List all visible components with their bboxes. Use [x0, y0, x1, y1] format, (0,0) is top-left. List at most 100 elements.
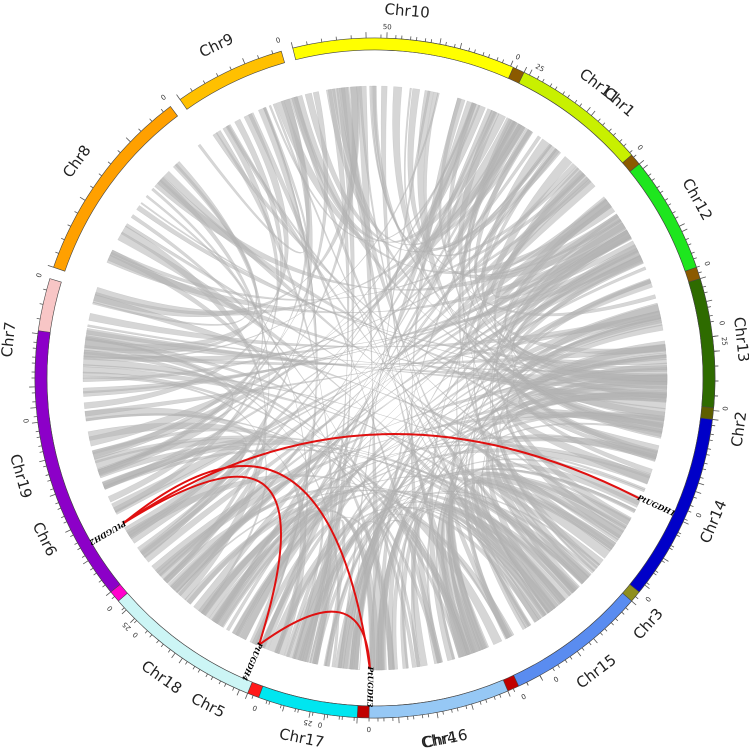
chromosome-label-chr8: Chr8 — [59, 142, 95, 181]
chromosome-label-chr19: Chr19 — [6, 452, 35, 500]
tick-mark — [133, 620, 137, 624]
chromosome-arc-chr14 — [629, 417, 713, 593]
tick-mark — [488, 54, 491, 58]
ugdh-duplication-links — [122, 433, 641, 670]
tick-mark — [574, 99, 578, 104]
tick-mark — [67, 224, 71, 227]
synteny-link — [163, 170, 615, 552]
synteny-link — [380, 85, 473, 656]
tick-mark — [232, 687, 235, 691]
tick-mark — [229, 66, 232, 71]
synteny-link — [514, 408, 664, 484]
chromosome-label-chr5: Chr5 — [188, 689, 228, 721]
tick-mark — [644, 584, 650, 589]
tick-mark — [210, 676, 214, 681]
tick-label: 0 — [251, 703, 258, 712]
tick-mark — [713, 410, 720, 412]
chromosome-arc-chr8 — [53, 106, 179, 272]
tick-mark — [36, 436, 41, 439]
tick-mark — [45, 474, 50, 476]
tick-mark — [297, 709, 299, 713]
tick-mark — [39, 451, 44, 453]
tick-mark — [79, 196, 86, 201]
chromosome-label-chr6: Chr6 — [29, 519, 61, 559]
tick-mark — [125, 137, 131, 143]
tick-mark — [702, 285, 707, 288]
tick-mark — [507, 690, 511, 697]
tick-mark — [642, 164, 648, 169]
synteny-links — [82, 85, 668, 671]
tick-mark — [512, 688, 516, 692]
gene-label-ptugdh4: PtUGDH4 — [240, 640, 265, 682]
tick-mark — [474, 49, 476, 53]
tick-mark — [610, 622, 614, 626]
tick-label: 0 — [635, 143, 644, 152]
tick-mark — [105, 591, 112, 597]
chromosome-ring — [34, 37, 716, 719]
tick-mark — [453, 43, 456, 48]
tick-mark — [700, 477, 704, 479]
tick-mark — [599, 632, 603, 636]
tick-mark — [588, 641, 592, 646]
tick-mark — [648, 173, 652, 177]
tick-mark — [536, 75, 540, 80]
tick-mark — [633, 154, 637, 158]
tick-mark — [670, 545, 675, 548]
synteny-link — [83, 92, 440, 360]
tick-mark — [178, 657, 183, 664]
tick-mark — [539, 675, 542, 679]
chromosome-label-chr15: Chr15 — [573, 651, 620, 693]
tick-mark — [90, 567, 94, 571]
tick-mark — [576, 651, 582, 657]
synteny-link — [291, 96, 540, 623]
synteny-link — [197, 106, 308, 254]
tick-mark — [93, 572, 97, 576]
chromosome-label-chr14: Chr14 — [696, 497, 730, 546]
tick-mark — [526, 682, 529, 686]
tick-mark — [682, 521, 689, 525]
tick-label: 25 — [720, 336, 729, 346]
tick-mark — [638, 159, 645, 165]
tick-mark — [130, 618, 135, 623]
tick-mark — [160, 108, 164, 113]
chromosome-label-chr9: Chr9 — [196, 30, 236, 62]
tick-mark — [74, 542, 78, 545]
tick-mark — [47, 264, 54, 268]
tick-mark — [98, 173, 102, 177]
tick-mark — [707, 306, 712, 308]
tick-mark — [663, 557, 669, 562]
tick-mark — [479, 701, 482, 705]
tick-mark — [294, 708, 297, 713]
synteny-link — [338, 87, 556, 614]
synteny-link — [219, 354, 667, 628]
tick-mark — [81, 555, 86, 558]
synteny-link — [127, 104, 486, 540]
tick-mark — [710, 320, 714, 323]
tick-mark — [687, 510, 692, 513]
tick-mark — [49, 493, 56, 497]
tick-mark — [90, 185, 94, 189]
tick-mark — [160, 643, 164, 648]
tick-mark — [279, 704, 282, 709]
tick-mark — [552, 667, 555, 672]
tick-mark — [501, 59, 505, 63]
tick-mark — [681, 228, 688, 232]
tick-mark — [629, 150, 633, 154]
tick-mark — [424, 38, 427, 42]
synteny-link — [369, 519, 470, 671]
tick-label: 0 — [694, 512, 703, 519]
tick-mark — [257, 55, 260, 59]
ugdh-link — [258, 610, 371, 670]
tick-mark — [271, 50, 274, 54]
tick-label: 0 — [717, 320, 726, 326]
tick-mark — [693, 496, 697, 499]
tick-mark — [586, 106, 591, 113]
synteny-link — [170, 254, 644, 593]
tick-mark — [55, 502, 59, 505]
tick-mark — [646, 582, 650, 586]
gene-label-ptugdh2: PtUGDH2 — [88, 518, 129, 547]
tick-mark — [704, 462, 708, 465]
tick-mark — [144, 630, 148, 634]
